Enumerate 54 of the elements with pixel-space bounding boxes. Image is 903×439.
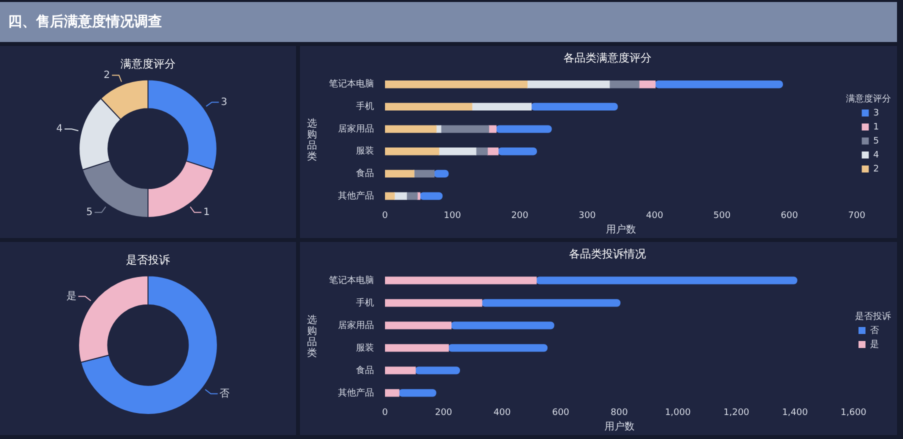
- y-tick-label: 笔记本电脑: [329, 78, 374, 90]
- chart-title: 各品类满意度评分: [564, 51, 652, 64]
- chart-title: 各品类投诉情况: [569, 247, 646, 260]
- slice-label: 5: [86, 207, 93, 218]
- slice-label: 2: [104, 70, 110, 81]
- y-tick-label: 服装: [356, 146, 374, 157]
- x-tick-label: 1,000: [664, 408, 691, 418]
- slice-label: 1: [203, 207, 210, 218]
- y-tick-label: 居家用品: [338, 320, 374, 331]
- legend-title: 是否投诉: [855, 310, 891, 322]
- y-tick-label: 其他产品: [338, 387, 374, 398]
- x-tick-label: 1,200: [723, 408, 750, 418]
- x-tick-label: 1,400: [782, 408, 808, 418]
- x-tick-label: 400: [646, 210, 664, 221]
- y-tick-label: 手机: [356, 101, 374, 112]
- x-tick-label: 0: [382, 408, 388, 418]
- y-tick-label: 手机: [356, 297, 374, 308]
- y-tick-label: 笔记本电脑: [329, 274, 374, 286]
- legend-title: 满意度评分: [846, 93, 891, 104]
- y-tick-label: 居家用品: [338, 123, 374, 134]
- slice-label: 4: [56, 124, 63, 135]
- x-tick-label: 500: [713, 210, 731, 221]
- x-tick-label: 200: [434, 408, 452, 418]
- legend-label: 2: [873, 164, 880, 174]
- text: 四、售后满意度情况调查: [8, 14, 162, 30]
- chart-title: 满意度评分: [120, 57, 176, 70]
- x-tick-label: 1,600: [840, 408, 867, 418]
- x-axis-title: 用户数: [606, 224, 636, 236]
- x-tick-label: 400: [494, 408, 511, 418]
- y-axis-title: 选购品类: [307, 314, 317, 359]
- chart-title: 是否投诉: [126, 253, 170, 266]
- y-tick-label: 食品: [356, 168, 374, 180]
- legend-label: 4: [873, 150, 880, 160]
- slice-label: 3: [220, 96, 228, 108]
- y-tick-label: 食品: [356, 364, 374, 376]
- slice-label: 否: [220, 388, 230, 400]
- y-axis-title: 选购品类: [307, 117, 317, 162]
- y-tick-label: 其他产品: [338, 190, 374, 202]
- x-tick-label: 600: [780, 210, 798, 221]
- y-tick-label: 服装: [356, 342, 374, 354]
- x-tick-label: 700: [848, 210, 866, 221]
- x-tick-label: 0: [382, 210, 388, 221]
- x-axis-title: 用户数: [604, 420, 634, 433]
- x-tick-label: 100: [444, 210, 462, 221]
- legend-label: 是: [870, 338, 879, 350]
- x-tick-label: 200: [511, 210, 529, 221]
- slice-label: 是: [66, 291, 76, 302]
- legend-label: 否: [870, 326, 879, 336]
- legend-label: 5: [873, 136, 880, 146]
- x-tick-label: 600: [552, 408, 570, 418]
- legend-label: 1: [873, 122, 880, 132]
- x-tick-label: 800: [610, 408, 628, 418]
- legend-label: 3: [873, 108, 880, 118]
- x-tick-label: 300: [578, 210, 596, 221]
